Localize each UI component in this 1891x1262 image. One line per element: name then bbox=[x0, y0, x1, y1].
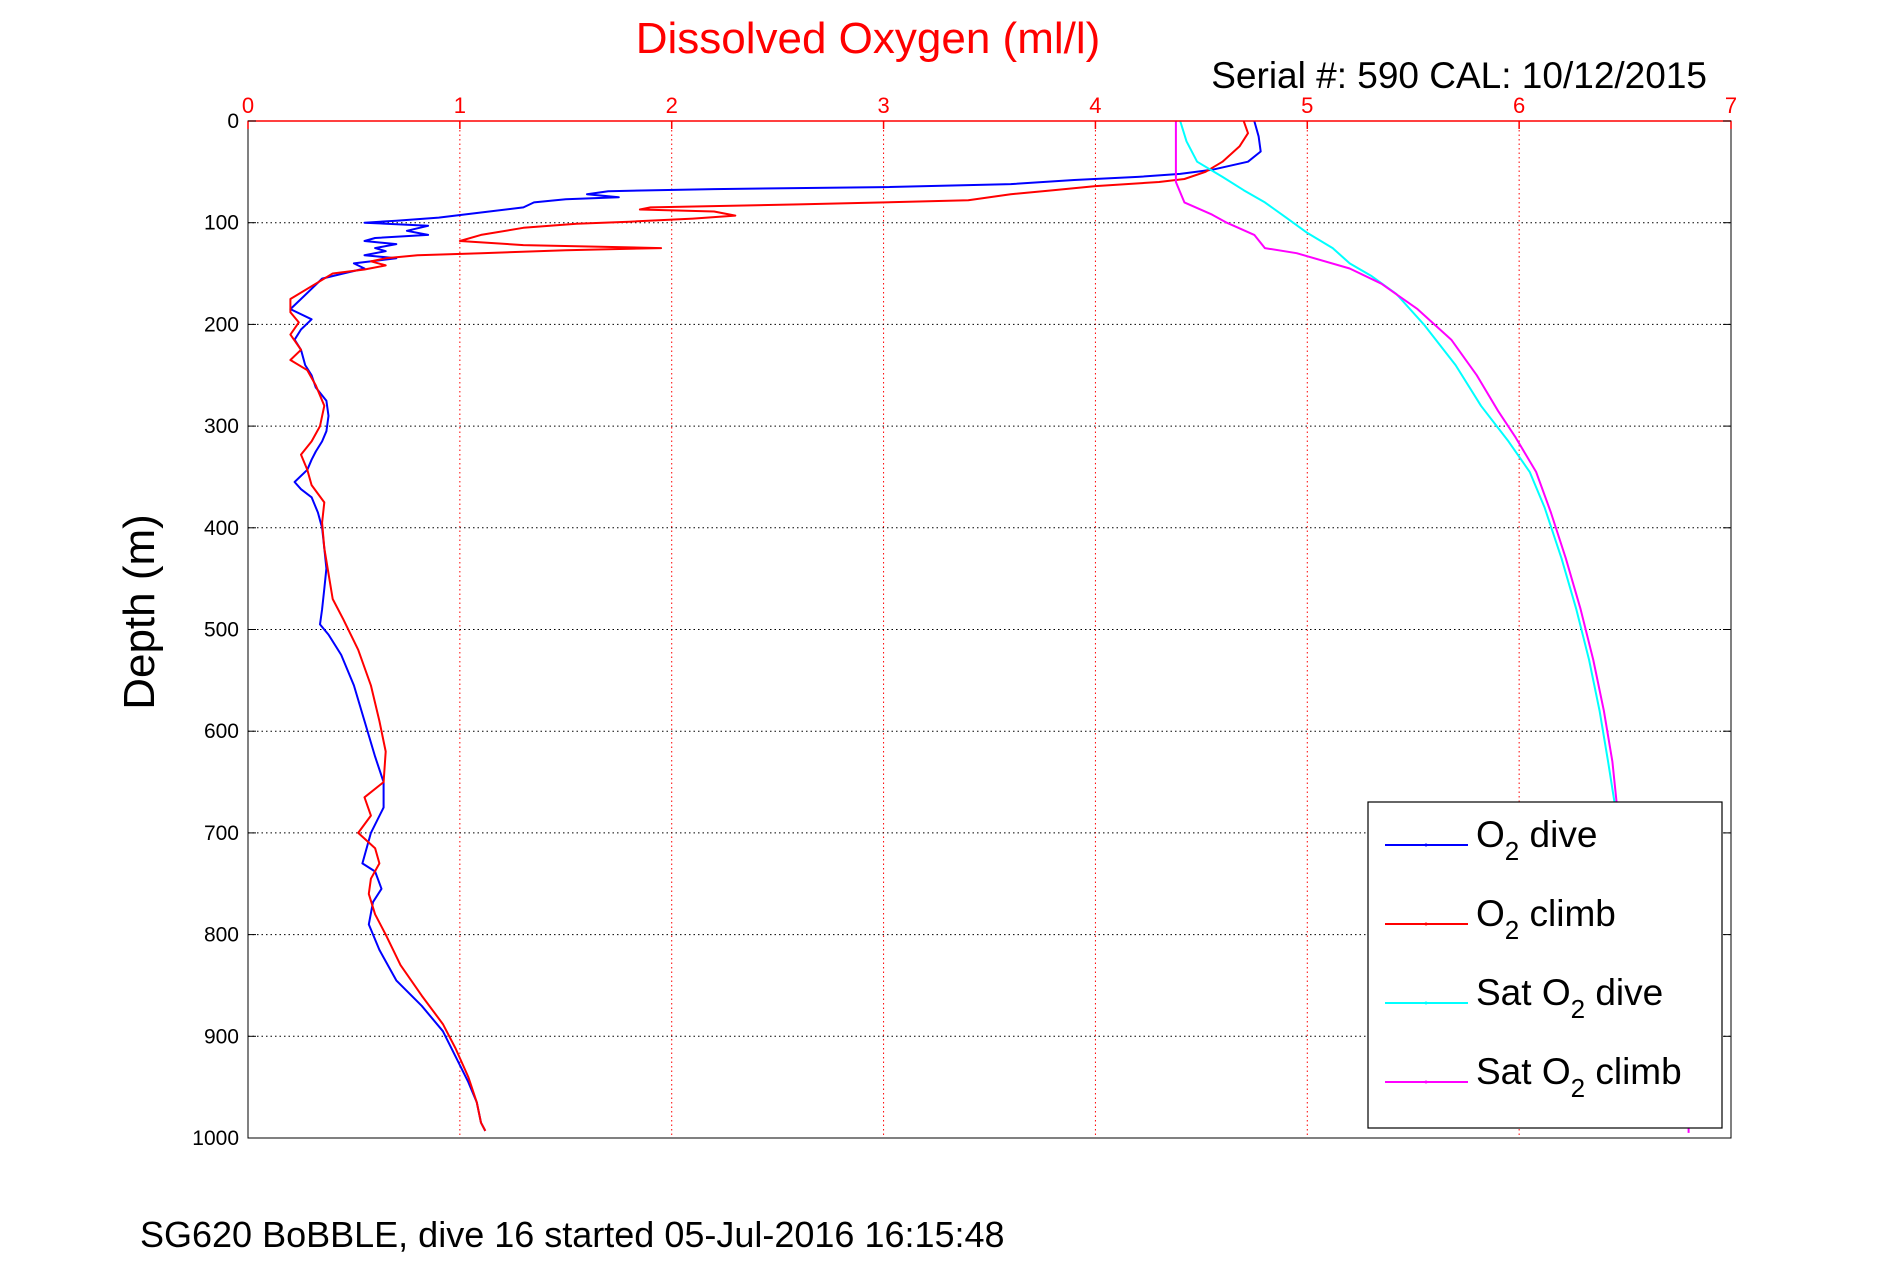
y-tick-label: 1000 bbox=[192, 1127, 239, 1150]
y-tick-label: 600 bbox=[204, 720, 239, 743]
x-tick-label: 3 bbox=[877, 93, 889, 118]
legend: O2 dive O2 climb Sat O2 dive Sat O2 climb bbox=[1367, 801, 1723, 1129]
legend-swatch-marker bbox=[1424, 922, 1428, 926]
chart-subtitle: Serial #: 590 CAL: 10/12/2015 bbox=[1211, 55, 1707, 96]
y-tick-label: 700 bbox=[204, 822, 239, 845]
x-tick-label: 4 bbox=[1089, 93, 1101, 118]
y-tick-label: 800 bbox=[204, 924, 239, 947]
legend-entry-label: Sat O2 climb bbox=[1476, 1051, 1682, 1103]
series-line bbox=[289, 120, 1262, 1132]
legend-swatch-marker bbox=[1424, 843, 1428, 847]
x-tick-label: 7 bbox=[1725, 93, 1737, 118]
y-tick-label: 0 bbox=[227, 110, 239, 133]
series-line bbox=[1174, 121, 1690, 1133]
x-tick-label: 2 bbox=[666, 93, 678, 118]
y-tick-label: 200 bbox=[204, 313, 239, 336]
y-tick-label: 900 bbox=[204, 1025, 239, 1048]
legend-entry-label: O2 dive bbox=[1476, 814, 1597, 866]
legend-entry-label: O2 climb bbox=[1476, 893, 1616, 945]
series-line bbox=[289, 120, 1249, 1132]
y-tick-label: 400 bbox=[204, 517, 239, 540]
y-axis-label: Depth (m) bbox=[115, 514, 164, 710]
x-tick-label: 5 bbox=[1301, 93, 1313, 118]
legend-box bbox=[1367, 801, 1723, 1129]
x-tick-label: 0 bbox=[242, 93, 254, 118]
series-line bbox=[1179, 120, 1616, 803]
legend-swatch-marker bbox=[1424, 1080, 1428, 1084]
series-group bbox=[289, 120, 1690, 1133]
legend-swatch-marker bbox=[1424, 1001, 1428, 1005]
x-tick-label: 1 bbox=[454, 93, 466, 118]
y-tick-label: 300 bbox=[204, 415, 239, 438]
chart-title: Dissolved Oxygen (ml/l) bbox=[636, 14, 1101, 63]
y-tick-labels: 0 100 200 300 400 500 600 700 800 900 1000 bbox=[192, 110, 1731, 1150]
y-tick-label: 100 bbox=[204, 212, 239, 235]
y-tick-label: 500 bbox=[204, 619, 239, 642]
footer-text: SG620 BoBBLE, dive 16 started 05-Jul-201… bbox=[140, 1214, 1005, 1255]
x-tick-labels: 0 1 2 3 4 5 6 7 bbox=[242, 93, 1737, 129]
x-tick-label: 6 bbox=[1513, 93, 1525, 118]
legend-entry-label: Sat O2 dive bbox=[1476, 972, 1663, 1024]
